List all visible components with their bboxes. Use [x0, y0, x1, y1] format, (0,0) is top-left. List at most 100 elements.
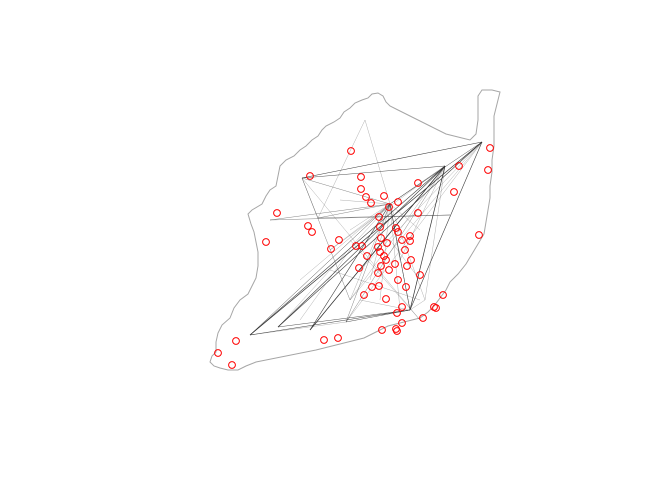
- location-point: [355, 264, 363, 272]
- location-point: [385, 203, 393, 211]
- location-point: [401, 246, 409, 254]
- flow-line: [389, 165, 446, 205]
- flow-line: [249, 321, 347, 336]
- location-point: [232, 337, 240, 345]
- location-point: [358, 242, 366, 250]
- location-point: [406, 237, 414, 245]
- location-point: [357, 173, 365, 181]
- location-point: [214, 349, 222, 357]
- location-point: [376, 248, 384, 256]
- flow-lines: [249, 119, 483, 336]
- flow-line: [364, 119, 391, 205]
- location-point: [228, 361, 236, 369]
- location-point: [334, 334, 342, 342]
- location-point: [362, 193, 370, 201]
- flow-line: [424, 165, 446, 301]
- flow-line: [389, 203, 401, 311]
- location-point: [320, 336, 328, 344]
- flow-line: [301, 177, 319, 219]
- flow-line: [389, 203, 411, 311]
- location-point: [392, 224, 400, 232]
- flow-line: [299, 249, 351, 321]
- flow-line: [279, 203, 391, 326]
- flow-line: [301, 177, 391, 205]
- location-point: [335, 236, 343, 244]
- location-point: [273, 209, 281, 217]
- flow-line: [389, 239, 421, 281]
- location-point: [393, 309, 401, 317]
- location-point: [382, 256, 390, 264]
- location-point: [262, 238, 270, 246]
- location-point: [484, 166, 492, 174]
- location-point: [367, 199, 375, 207]
- location-point: [383, 239, 391, 247]
- flow-line: [339, 199, 391, 205]
- flow-line: [349, 239, 421, 321]
- location-point: [450, 188, 458, 196]
- location-point: [375, 282, 383, 290]
- location-point: [398, 303, 406, 311]
- flow-line: [359, 299, 411, 311]
- location-point: [414, 209, 422, 217]
- location-point: [304, 222, 312, 230]
- location-point: [375, 213, 383, 221]
- flow-line: [409, 299, 426, 311]
- location-point: [352, 242, 360, 250]
- location-point: [416, 271, 424, 279]
- location-point: [402, 283, 410, 291]
- flow-line: [277, 165, 446, 328]
- boundary-outline: [209, 89, 501, 371]
- location-point: [380, 252, 388, 260]
- flow-line: [301, 165, 446, 179]
- flow-line: [249, 165, 446, 336]
- flow-line: [317, 119, 366, 219]
- flow-line: [345, 141, 483, 323]
- location-point: [378, 326, 386, 334]
- location-point: [385, 266, 393, 274]
- location-point: [374, 243, 382, 251]
- flow-line: [317, 203, 391, 219]
- location-point: [407, 256, 415, 264]
- location-point: [376, 223, 384, 231]
- flow-line: [409, 141, 483, 311]
- location-point: [486, 144, 494, 152]
- location-point: [398, 236, 406, 244]
- location-point: [419, 314, 427, 322]
- flow-line: [277, 309, 411, 328]
- location-point: [306, 172, 314, 180]
- flow-line: [359, 165, 446, 271]
- location-point: [327, 245, 335, 253]
- location-point: [475, 231, 483, 239]
- flow-line: [249, 309, 411, 336]
- location-point: [414, 179, 422, 187]
- location-point: [394, 198, 402, 206]
- flow-line: [329, 165, 446, 251]
- location-point: [406, 232, 414, 240]
- flow-line: [389, 203, 421, 231]
- location-point: [394, 276, 402, 284]
- location-point: [398, 319, 406, 327]
- location-point: [391, 260, 399, 268]
- location-points: [214, 144, 494, 369]
- flow-line: [379, 203, 391, 301]
- location-point: [360, 291, 368, 299]
- flow-line: [301, 141, 483, 179]
- location-point: [382, 295, 390, 303]
- flow-line: [345, 309, 411, 323]
- flow-line: [349, 141, 483, 301]
- flow-line: [349, 165, 446, 301]
- location-point: [357, 185, 365, 193]
- location-point: [439, 291, 447, 299]
- flow-line: [389, 141, 483, 205]
- location-point: [374, 269, 382, 277]
- location-point: [377, 234, 385, 242]
- location-point: [377, 262, 385, 270]
- flow-line: [317, 214, 451, 219]
- flow-line: [409, 165, 446, 311]
- flow-line: [345, 203, 391, 323]
- flow-line: [249, 141, 483, 336]
- location-point: [380, 192, 388, 200]
- flow-line: [349, 203, 391, 301]
- location-point: [368, 283, 376, 291]
